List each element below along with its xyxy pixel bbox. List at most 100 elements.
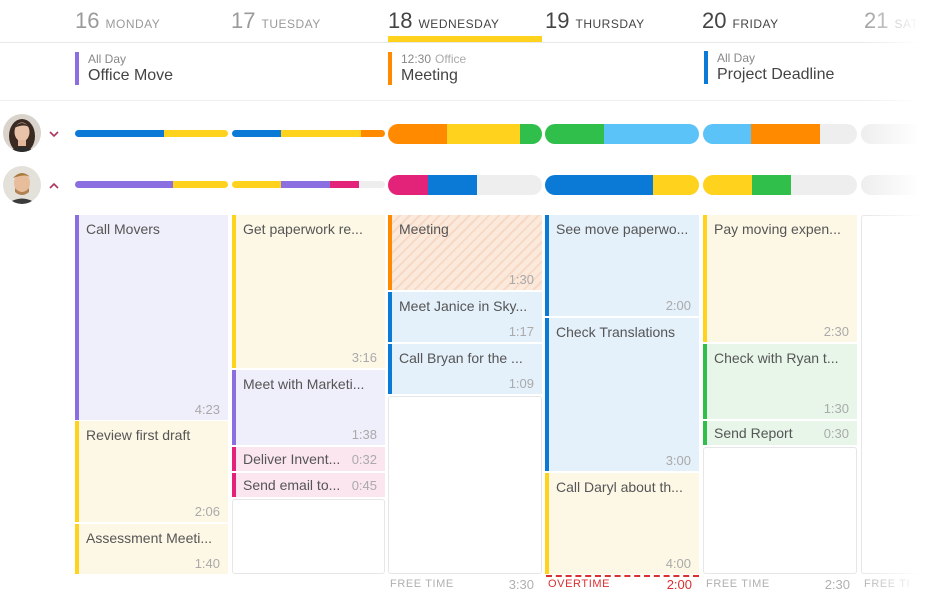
event-card[interactable]: See move paperwo... 2:00 [545,215,699,316]
event-title: See move paperwo... [556,221,689,237]
event-title: Call Daryl about th... [556,479,683,495]
allday-event-meeting[interactable]: 12:30 Office Meeting [388,52,466,85]
day-header-saturday[interactable]: 21 SATU [864,0,928,42]
day-name: THURSDAY [575,16,645,31]
day-header-tuesday[interactable]: 17 TUESDAY [231,0,321,42]
day-header-monday[interactable]: 16 MONDAY [75,0,160,42]
load-bar-tuesday-user1 [232,130,385,137]
avatar-user-female[interactable] [3,114,41,152]
event-title: Check Translations [556,324,676,340]
event-title: Meeting [399,221,449,237]
event-card[interactable]: Call Daryl about th... 4:00 [545,473,699,574]
event-duration: 1:09 [508,376,534,391]
today-indicator [388,36,542,42]
event-card[interactable]: Call Bryan for the ... 1:09 [388,344,542,394]
event-card[interactable]: Get paperwork re... 3:16 [232,215,385,368]
event-title: Assessment Meeti... [86,530,213,546]
allday-divider [0,100,931,101]
day-header-friday[interactable]: 20 FRIDAY [702,0,779,42]
free-slot[interactable] [388,396,542,574]
event-title: Review first draft [86,427,191,443]
event-title: Send email to... [243,477,341,493]
load-bar-friday-user2 [703,175,857,195]
day-number: 19 [545,8,570,33]
event-card[interactable]: Call Movers 4:23 [75,215,228,420]
day-number: 16 [75,8,100,33]
day-number: 18 [388,8,413,33]
event-duration: 1:38 [351,427,377,442]
event-card[interactable]: Deliver Invent... 0:32 [232,447,385,471]
footer-value: 2:00 [666,577,692,592]
event-duration: 2:30 [823,324,849,339]
overtime-footer-thursday: OVERTIME 2:00 [548,577,698,592]
load-bar-saturday-user1 [861,124,931,144]
event-card[interactable]: Meet with Marketi... 1:38 [232,370,385,445]
free-slot[interactable] [861,215,931,574]
event-card[interactable]: Pay moving expen... 2:30 [703,215,857,342]
event-title: Call Bryan for the ... [399,350,523,366]
footer-label: FREE TIME [706,578,770,590]
allday-event-office-move[interactable]: All Day Office Move [75,52,173,85]
event-card[interactable]: Meeting 1:30 [388,215,542,290]
header-divider [0,42,931,43]
day-name: FRIDAY [732,16,779,31]
free-slot[interactable] [232,499,385,574]
event-duration: 1:40 [194,556,220,571]
day-header-wednesday[interactable]: 18 WEDNESDAY [388,0,499,42]
load-bar-thursday-user2 [545,175,699,195]
event-title: Meeting [401,67,458,84]
footer-value: 2:30 [824,577,850,592]
avatar-user-male[interactable] [3,166,41,204]
event-card[interactable]: Assessment Meeti... 1:40 [75,524,228,574]
day-name: WEDNESDAY [418,16,500,31]
event-card[interactable]: Review first draft 2:06 [75,421,228,522]
chevron-up-icon[interactable] [48,180,60,192]
event-title: Office Move [88,67,174,84]
load-bar-wednesday-user1 [388,124,542,144]
day-name: SATU [894,16,928,31]
free-time-footer-wednesday: FREE TIME 3:30 [390,577,540,592]
event-duration: 2:06 [194,504,220,519]
event-duration: 3:16 [351,350,377,365]
load-bar-wednesday-user2 [388,175,542,195]
event-title: Get paperwork re... [243,221,363,237]
event-duration: 4:00 [665,556,691,571]
event-card[interactable]: Meet Janice in Sky... 1:17 [388,292,542,342]
allday-event-project-deadline[interactable]: All Day Project Deadline [704,51,834,84]
event-duration: 4:23 [194,402,220,417]
load-bar-thursday-user1 [545,124,699,144]
event-title: Check with Ryan t... [714,350,839,366]
event-card[interactable]: Check with Ryan t... 1:30 [703,344,857,419]
load-bar-monday-user2 [75,181,228,188]
event-title: Call Movers [86,221,160,237]
event-duration: 2:00 [665,298,691,313]
free-time-footer-friday: FREE TIME 2:30 [706,577,856,592]
free-time-footer-saturday: FREE TI [864,578,931,590]
event-card[interactable]: Send Report 0:30 [703,421,857,445]
event-duration: 1:30 [823,401,849,416]
overtime-indicator [546,575,699,577]
event-location: Office [435,52,467,66]
day-number: 20 [702,8,727,33]
event-duration: 1:17 [508,324,534,339]
event-title: Meet Janice in Sky... [399,298,528,314]
event-title: Pay moving expen... [714,221,841,237]
day-header-thursday[interactable]: 19 THURSDAY [545,0,645,42]
event-title: Project Deadline [717,66,835,83]
event-title: Meet with Marketi... [243,376,365,392]
event-duration: 0:32 [351,452,377,467]
event-card[interactable]: Send email to... 0:45 [232,473,385,497]
event-card[interactable]: Check Translations 3:00 [545,318,699,471]
footer-label: FREE TI [864,578,911,590]
day-number: 17 [231,8,256,33]
event-duration: 3:00 [665,453,691,468]
event-time: All Day [717,51,756,65]
event-duration: 0:45 [351,478,377,493]
chevron-down-icon[interactable] [48,128,60,140]
footer-label: FREE TIME [390,578,454,590]
free-slot[interactable] [703,447,857,574]
event-duration: 0:30 [823,426,849,441]
event-duration: 1:30 [508,272,534,287]
day-name: MONDAY [105,16,161,31]
footer-value: 3:30 [508,577,534,592]
